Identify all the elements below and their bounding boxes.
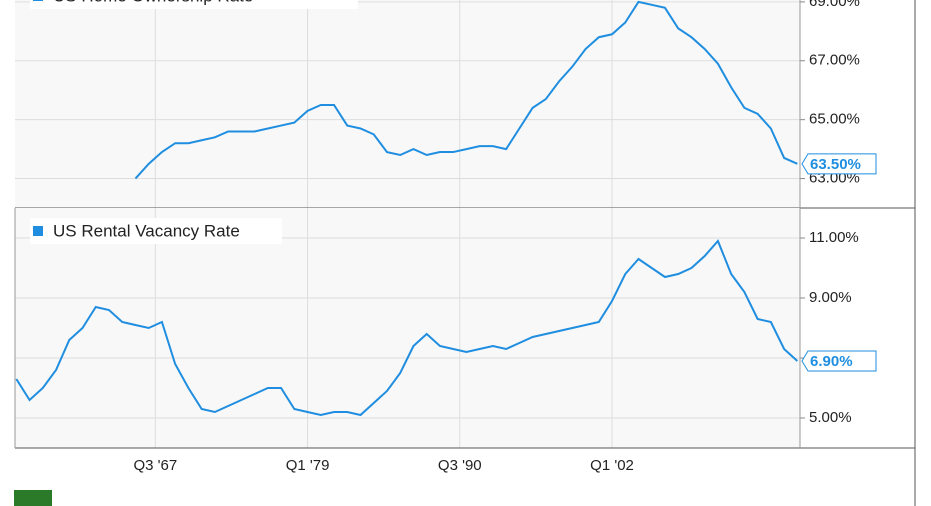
end-label: 6.90% xyxy=(810,353,853,370)
legend-box xyxy=(30,218,282,244)
end-label-box xyxy=(801,350,877,372)
logo xyxy=(14,490,52,506)
legend-swatch xyxy=(33,0,43,1)
legend-swatch xyxy=(33,226,43,236)
legend-label: US Rental Vacancy Rate xyxy=(53,221,240,240)
x-tick-label: Q3 '67 xyxy=(133,457,177,474)
end-label: 63.50% xyxy=(810,156,861,173)
plot-area xyxy=(15,0,800,208)
data-line xyxy=(134,0,798,180)
y-tick-label: 11.00% xyxy=(809,229,859,246)
legend-box xyxy=(30,0,358,9)
y-tick-label: 9.00% xyxy=(809,289,852,306)
end-label-box xyxy=(801,153,877,175)
y-tick-label: 67.00% xyxy=(809,52,860,69)
x-tick-label: Q1 '02 xyxy=(590,457,634,474)
y-tick-label: 65.00% xyxy=(809,111,860,128)
y-tick-label: 69.00% xyxy=(809,0,860,10)
x-tick-label: Q1 '79 xyxy=(286,457,330,474)
data-line xyxy=(15,239,799,417)
x-tick-label: Q3 '90 xyxy=(438,457,482,474)
y-tick-label: 5.00% xyxy=(809,409,852,426)
legend-label: US Home Ownership Rate xyxy=(53,0,253,5)
